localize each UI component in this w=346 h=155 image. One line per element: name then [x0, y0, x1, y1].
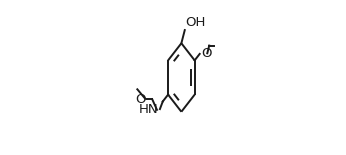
Text: HN: HN — [139, 103, 159, 116]
Text: O: O — [201, 47, 211, 60]
Text: O: O — [136, 93, 146, 106]
Text: OH: OH — [185, 16, 206, 29]
